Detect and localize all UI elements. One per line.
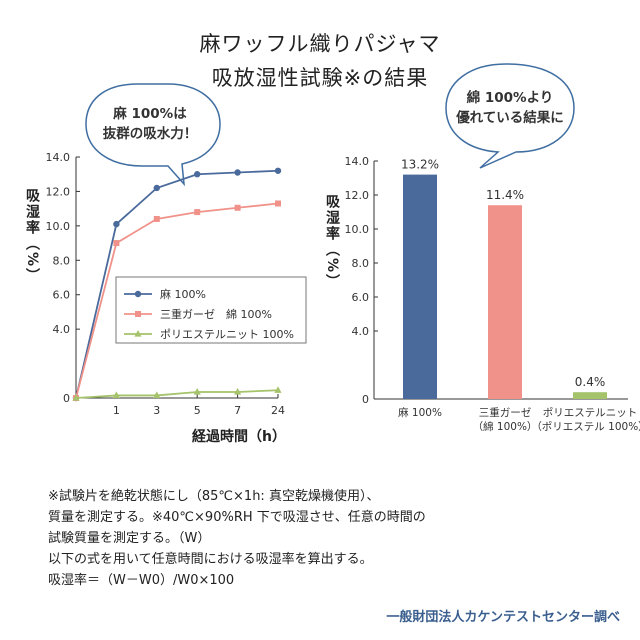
line-point [234, 204, 241, 211]
bar-chart: 0 4.0 6.0 8.0 10.0 12.0 14.0 13.2% 麻 100% 11.4% 三重… [345, 155, 640, 433]
bar-category-label: （綿 100%） [473, 420, 538, 433]
legend-entry-label: ポリエステルニット 100% [160, 328, 294, 341]
line-point [234, 387, 242, 395]
line-chart-x-tick-label: 7 [234, 404, 241, 417]
credit-text: 一般財団法人カケンテストセンター調べ [386, 610, 620, 625]
footnote-line: 以下の式を用いて任意時間における吸湿率を算出する。 [48, 552, 373, 567]
bar-value-label: 11.4% [486, 188, 524, 202]
line-chart-y-tick-label: 4.0 [53, 323, 71, 336]
bar [488, 205, 522, 399]
bar-category-label: 麻 100% [398, 406, 442, 419]
line-point [72, 394, 80, 401]
bar-category-label: ポリエステルニット [543, 407, 638, 419]
line-chart-y-tick-label: 8.0 [53, 254, 71, 267]
line-point [193, 387, 201, 395]
line-point [275, 200, 281, 207]
line-chart-y-tick-label: 12.0 [46, 185, 71, 198]
bar-chart-y-tick-label: 12.0 [345, 189, 370, 202]
bar-chart-y-tick-label: 0 [362, 393, 369, 406]
line-point [153, 391, 161, 399]
bar [573, 392, 607, 399]
bar-chart-y-tick-label: 6.0 [352, 291, 370, 304]
footnote-line: 質量を測定する。※40℃×90%RH 下で吸湿させ、任意の時間の [48, 510, 426, 525]
line-series-path [75, 389, 279, 399]
legend-entry-label: 麻 100% [160, 287, 206, 301]
line-chart-ylabel: 吸湿率（%） [24, 188, 40, 285]
footnote-line: 吸湿率＝（W－W0）/W0×100 [48, 573, 235, 588]
bar-chart-y-tick-label: 14.0 [345, 155, 370, 168]
line-chart-y-tick-label: 6.0 [53, 289, 71, 302]
line-series-path [75, 202, 279, 399]
line-series-path [75, 169, 279, 399]
legend-swatch-marker [135, 311, 141, 317]
footnote-line: ※試験片を絶乾状態にし（85℃×1h: 真空乾燥機使用）、 [48, 489, 380, 504]
bubble-right: 綿 100%より 優れている結果に [445, 63, 575, 169]
bar-value-label: 0.4% [575, 375, 606, 389]
bar-chart-y-tick-label: 4.0 [352, 325, 370, 338]
line-point [153, 215, 160, 222]
line-chart-y-tick-label: 14.0 [46, 151, 71, 164]
line-point [113, 240, 120, 247]
bar-value-label: 13.2% [401, 158, 439, 172]
legend-swatch-marker [134, 330, 142, 337]
bubble-right-line1: 綿 100%より [467, 89, 554, 106]
page-title-line1: 麻ワッフル織りパジャマ [199, 32, 441, 56]
line-chart-y-tick-label: 10.0 [46, 220, 71, 233]
line-point [112, 391, 120, 399]
bubble-right-line2: 優れている結果に [455, 109, 564, 126]
legend-entry-label: 三重ガーゼ 綿 100% [160, 307, 272, 321]
line-chart-legend: 麻 100% 三重ガーゼ 綿 100% ポリエステルニット 100% [115, 276, 307, 344]
bubble-left-line2: 抜群の吸水力！ [103, 125, 198, 142]
line-chart: 0 4.0 8.0 6.0 10.0 12.0 14.0 1 3 5 7 24 麻 100% 三重ガーゼ … [46, 151, 307, 417]
line-chart-y-tick-label: 0 [63, 392, 70, 405]
page-title-line2: 吸放湿性試験※の結果 [211, 66, 429, 90]
bar [403, 174, 437, 399]
line-point [194, 209, 201, 216]
bar-category-label: （ポリエステル 100%） [531, 421, 640, 433]
line-chart-xlabel: 経過時間（h） [192, 429, 286, 445]
line-point [194, 171, 201, 178]
footnotes: ※試験片を絶乾状態にし（85℃×1h: 真空乾燥機使用）、 質量を測定する。※4… [48, 486, 426, 591]
line-chart-x-tick-label: 24 [271, 404, 285, 417]
line-chart-x-tick-label: 5 [194, 404, 201, 417]
line-point [113, 220, 120, 228]
bar-category-label: 三重ガーゼ [479, 406, 532, 419]
footnote-line: 試験質量を測定する。（W） [48, 531, 211, 546]
line-point [234, 169, 241, 176]
legend-box [115, 276, 307, 344]
line-point [274, 386, 282, 393]
bubble-left-line1: 麻 100%は [112, 105, 187, 122]
line-chart-x-tick-label: 1 [113, 404, 120, 417]
bar-chart-y-tick-label: 8.0 [352, 257, 370, 270]
line-point [274, 167, 282, 174]
bubble-left: 麻 100%は 抜群の吸水力！ [85, 83, 221, 187]
line-chart-x-tick-label: 3 [153, 404, 160, 417]
bar-chart-ylabel: 吸湿率（%） [324, 194, 340, 291]
line-point [153, 184, 160, 192]
line-series [72, 386, 282, 401]
legend-swatch-marker [134, 290, 142, 298]
bar-chart-y-tick-label: 10.0 [345, 223, 370, 236]
